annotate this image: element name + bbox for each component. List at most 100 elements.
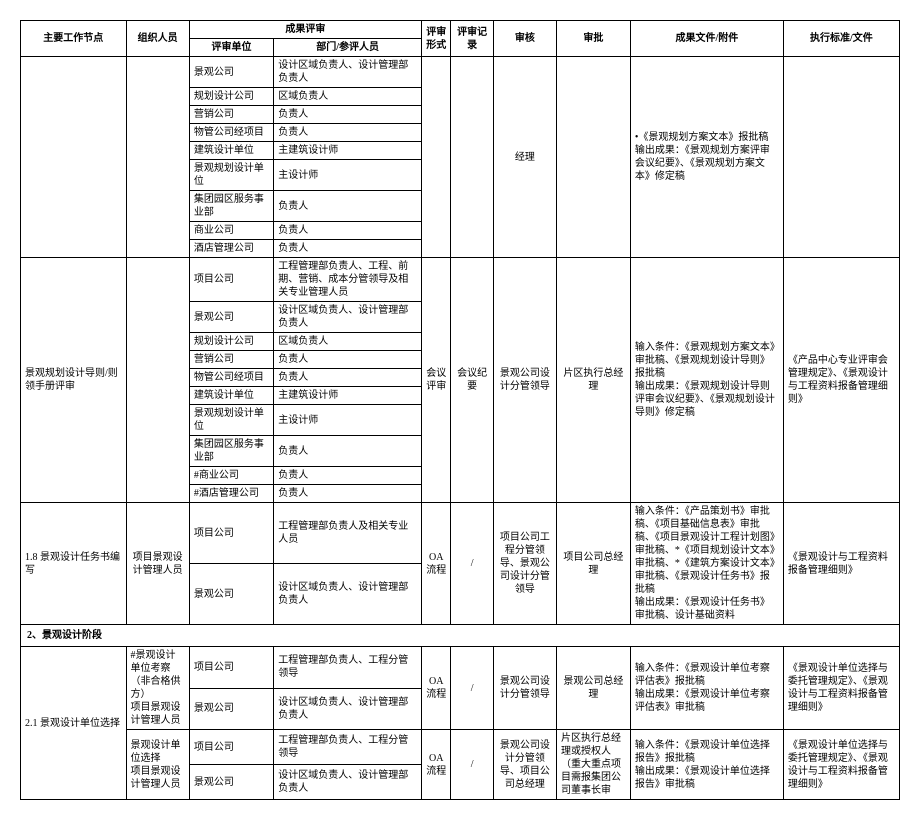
cell: 建筑设计单位 [189, 387, 273, 405]
cell: 2.1 景观设计单位选择 [21, 647, 127, 800]
cell: 负责人 [274, 240, 422, 258]
cell: 设计区域负责人、设计管理部负责人 [274, 302, 422, 333]
cell: #商业公司 [189, 467, 273, 485]
cell: 区域负责人 [274, 88, 422, 106]
cell: 景观公司总经理 [557, 647, 631, 730]
cell: OA流程 [421, 730, 451, 800]
cell: 项目公司工程分管领导、景观公司设计分管领导 [493, 503, 556, 625]
cell: 景观公司设计分管领导、项目公司总经理 [493, 730, 556, 800]
cell: 项目公司总经理 [557, 503, 631, 625]
th-unit: 评审单位 [189, 39, 273, 57]
cell: OA流程 [421, 647, 451, 730]
cell: 会议评审 [421, 258, 451, 503]
cell: 规划设计公司 [189, 333, 273, 351]
cell: / [451, 647, 493, 730]
cell: 景观公司 [189, 564, 273, 625]
cell: 景观规划设计单位 [189, 160, 273, 191]
cell: 2、景观设计阶段 [21, 625, 900, 647]
cell: 《产品中心专业评审会管理规定》、《景观设计与工程资料报备管理细则》 [783, 258, 899, 503]
cell: OA流程 [421, 503, 451, 625]
cell: 项目公司 [189, 258, 273, 302]
cell: 酒店管理公司 [189, 240, 273, 258]
cell [451, 57, 493, 258]
th-result-review: 成果评审 [189, 21, 421, 39]
cell [783, 57, 899, 258]
cell: 项目公司 [189, 730, 273, 765]
cell: 景观公司 [189, 765, 273, 800]
cell: 景观设计单位选择项目景观设计管理人员 [126, 730, 189, 800]
cell: 主设计师 [274, 160, 422, 191]
cell: 景观公司设计分管领导 [493, 258, 556, 503]
cell: 项目公司 [189, 503, 273, 564]
cell: #景观设计单位考察（非合格供方）项目景观设计管理人员 [126, 647, 189, 730]
cell: 景观公司 [189, 688, 273, 730]
cell: 物管公司经项目 [189, 124, 273, 142]
cell: 区域负责人 [274, 333, 422, 351]
th-approve: 审批 [557, 21, 631, 57]
cell: 集团园区服务事业部 [189, 436, 273, 467]
cell: 负责人 [274, 436, 422, 467]
cell [557, 57, 631, 258]
cell: 景观公司 [189, 302, 273, 333]
cell: 工程管理部负责人、工程、前期、营销、成本分管领导及相关专业管理人员 [274, 258, 422, 302]
cell: 主建筑设计师 [274, 387, 422, 405]
cell: 项目公司 [189, 647, 273, 689]
cell: 输入条件：《景观设计单位考察评估表》报批稿 输出成果：《景观设计单位考察评估表》… [630, 647, 783, 730]
cell [421, 57, 451, 258]
cell: / [451, 730, 493, 800]
table-body: 景观公司设计区域负责人、设计管理部负责人经理•《景观规划方案文本》报批稿 输出成… [21, 57, 900, 800]
cell: 负责人 [274, 222, 422, 240]
th-record: 评审记录 [451, 21, 493, 57]
cell [21, 57, 127, 258]
review-table: 主要工作节点 组织人员 成果评审 评审形式 评审记录 审核 审批 成果文件/附件… [20, 20, 900, 800]
cell: 片区执行总经理 [557, 258, 631, 503]
cell: 负责人 [274, 124, 422, 142]
cell: 负责人 [274, 191, 422, 222]
cell: 1.8 景观设计任务书编写 [21, 503, 127, 625]
cell: 输入条件：《景观规划方案文本》审批稿、《景观规划设计导则》报批稿 输出成果：《景… [630, 258, 783, 503]
th-standard: 执行标准/文件 [783, 21, 899, 57]
cell: 设计区域负责人、设计管理部负责人 [274, 688, 422, 730]
cell: 输入条件：《景观设计单位选择报告》报批稿 输出成果：《景观设计单位选择报告》审批… [630, 730, 783, 800]
th-dept: 部门/参评人员 [274, 39, 422, 57]
cell: 负责人 [274, 106, 422, 124]
cell: •《景观规划方案文本》报批稿 输出成果：《景观规划方案评审会议纪要》、《景观规划… [630, 57, 783, 258]
cell: 集团园区服务事业部 [189, 191, 273, 222]
th-node: 主要工作节点 [21, 21, 127, 57]
cell: 设计区域负责人、设计管理部负责人 [274, 57, 422, 88]
cell [126, 258, 189, 503]
cell: 负责人 [274, 467, 422, 485]
cell: 经理 [493, 57, 556, 258]
cell: 工程管理部负责人、工程分管领导 [274, 647, 422, 689]
cell: 《景观设计单位选择与委托管理规定》、《景观设计与工程资料报备管理细则》 [783, 730, 899, 800]
cell: 工程管理部负责人、工程分管领导 [274, 730, 422, 765]
cell: 规划设计公司 [189, 88, 273, 106]
cell: / [451, 503, 493, 625]
cell: 物管公司经项目 [189, 369, 273, 387]
cell: 负责人 [274, 369, 422, 387]
cell: 营销公司 [189, 106, 273, 124]
cell: 景观公司设计分管领导 [493, 647, 556, 730]
cell: 《景观设计与工程资料报备管理细则》 [783, 503, 899, 625]
cell: 负责人 [274, 351, 422, 369]
cell: 负责人 [274, 485, 422, 503]
cell: 输入条件：《产品策划书》审批稿、《项目基础信息表》审批稿、《项目景观设计工程计划… [630, 503, 783, 625]
cell: 会议纪要 [451, 258, 493, 503]
cell [126, 57, 189, 258]
cell: 景观公司 [189, 57, 273, 88]
cell: 营销公司 [189, 351, 273, 369]
cell: 主设计师 [274, 405, 422, 436]
th-output: 成果文件/附件 [630, 21, 783, 57]
cell: #酒店管理公司 [189, 485, 273, 503]
cell: 工程管理部负责人及相关专业人员 [274, 503, 422, 564]
th-form: 评审形式 [421, 21, 451, 57]
cell: 《景观设计单位选择与委托管理规定》、《景观设计与工程资料报备管理细则》 [783, 647, 899, 730]
cell: 主建筑设计师 [274, 142, 422, 160]
cell: 项目景观设计管理人员 [126, 503, 189, 625]
cell: 景观规划设计导则/则领手册评审 [21, 258, 127, 503]
th-org: 组织人员 [126, 21, 189, 57]
cell: 设计区域负责人、设计管理部负责人 [274, 765, 422, 800]
cell: 建筑设计单位 [189, 142, 273, 160]
cell: 设计区域负责人、设计管理部负责人 [274, 564, 422, 625]
cell: 景观规划设计单位 [189, 405, 273, 436]
